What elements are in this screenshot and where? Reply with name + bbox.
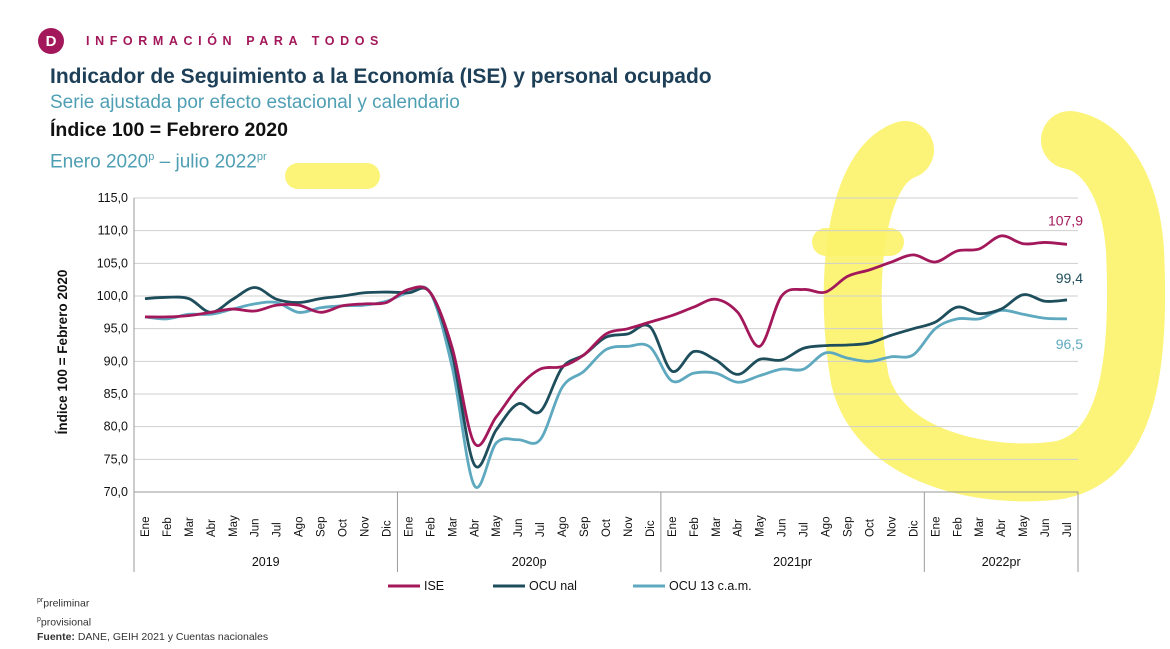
period: Enero 2020p – julio 2022pr	[50, 144, 712, 175]
y-tick-label: 105,0	[97, 256, 128, 270]
x-tick-label: Jul	[1062, 522, 1074, 537]
y-tick-label: 90,0	[104, 354, 128, 368]
x-tick-label: Ene	[930, 517, 942, 537]
x-tick-label: Jul	[799, 522, 811, 537]
end-value-label: 99,4	[1056, 270, 1083, 286]
y-tick-label: 110,0	[98, 224, 128, 238]
x-tick-label: Mar	[974, 517, 986, 537]
year-group-label: 2020p	[512, 555, 547, 569]
period-start: Enero 2020	[50, 151, 149, 173]
x-tick-label: Abr	[469, 519, 481, 537]
x-axis: Ene Feb Mar Abr May Jun Jul Ago Sep Oct Nov Dic Ene F…	[133, 491, 1079, 572]
x-tick-label: Feb	[162, 517, 174, 537]
end-value-label: 107,9	[1048, 212, 1083, 228]
series-line-ocu-nal	[144, 286, 1068, 469]
period-start-sup: p	[148, 151, 155, 163]
x-tick-label: May	[491, 515, 503, 537]
legend-item: ISE	[388, 579, 444, 593]
chart-subtitle: Serie ajustada por efecto estacional y c…	[50, 92, 460, 113]
x-tick-label: Sep	[316, 517, 328, 537]
x-tick-label: Sep	[842, 517, 854, 537]
chart-titles: Indicador de Seguimiento a la Economía (…	[50, 64, 712, 175]
x-tick-label: Feb	[952, 517, 964, 537]
x-tick-label: Ene	[140, 517, 152, 537]
x-tick-label: Feb	[689, 517, 701, 537]
year-group-label: 2019	[252, 555, 280, 569]
x-tick-label: Sep	[579, 517, 591, 537]
y-tick-label: 95,0	[104, 322, 128, 336]
series-line-ocu-13-c-a-m-	[144, 285, 1068, 489]
x-tick-label: Abr	[733, 519, 745, 537]
chart-legend: ISE OCU nal OCU 13 c.a.m.	[388, 579, 752, 593]
chart-series	[144, 234, 1068, 489]
x-tick-label: Ago	[557, 517, 569, 537]
legend-label: OCU 13 c.a.m.	[669, 579, 752, 593]
x-tick-label: Nov	[360, 516, 372, 537]
year-group-label: 2022pr	[982, 555, 1021, 569]
x-tick-label: Jul	[272, 522, 284, 537]
x-tick-label: Dic	[645, 520, 657, 537]
index-base: Índice 100 = Febrero 2020	[50, 119, 288, 141]
highlight-loop	[823, 111, 1166, 502]
y-tick-label: 70,0	[104, 485, 128, 499]
period-end-sup: pr	[256, 151, 267, 163]
note-source: Fuente: DANE, GEIH 2021 y Cuentas nacion…	[37, 631, 269, 643]
x-tick-label: Jun	[250, 518, 262, 537]
x-tick-label: Dic	[381, 520, 393, 537]
x-tick-label: Mar	[184, 517, 196, 537]
period-end: – julio 2022	[154, 151, 257, 173]
x-tick-label: Nov	[886, 516, 898, 537]
legend-label: ISE	[424, 579, 444, 593]
y-tick-label: 75,0	[104, 452, 128, 466]
y-tick-label: 80,0	[104, 420, 128, 434]
x-tick-label: Ago	[294, 517, 306, 537]
x-tick-label: Dic	[908, 520, 920, 537]
y-tick-label: 115,0	[98, 191, 128, 205]
x-tick-label: Ene	[403, 517, 415, 537]
legend-item: OCU nal	[493, 579, 577, 593]
x-tick-label: Jun	[777, 518, 789, 537]
tagline: INFORMACIÓN PARA TODOS	[86, 34, 384, 48]
x-tick-label: Jul	[535, 522, 547, 537]
x-tick-label: Oct	[864, 518, 876, 537]
x-tick-label: May	[755, 515, 767, 537]
end-value-label: 96,5	[1056, 336, 1083, 352]
x-tick-label: Oct	[601, 518, 613, 537]
legend-item: OCU 13 c.a.m.	[633, 579, 752, 593]
x-tick-label: Mar	[711, 517, 723, 537]
legend-label: OCU nal	[529, 579, 577, 593]
note-provisional: pprovisional	[37, 615, 92, 629]
chart-title: Indicador de Seguimiento a la Economía (…	[50, 65, 712, 88]
x-tick-label: Ago	[821, 517, 833, 537]
x-tick-label: May	[1018, 515, 1030, 537]
x-tick-label: Jun	[1040, 518, 1052, 537]
x-tick-label: Jun	[513, 518, 525, 537]
y-tick-label: 85,0	[104, 387, 128, 401]
y-axis-label: Índice 100 = Febrero 2020	[55, 270, 70, 435]
highlight-mark	[285, 163, 380, 189]
x-tick-label: Ene	[667, 517, 679, 537]
highlight-annotation	[812, 111, 1166, 502]
y-tick-label: 100,0	[97, 289, 128, 303]
series-line-ise	[144, 234, 1068, 447]
highlight-mark-small	[812, 228, 904, 256]
footnotes: prpreliminar pprovisional Fuente: DANE, …	[37, 593, 268, 645]
x-tick-label: Feb	[425, 517, 437, 537]
x-tick-label: Abr	[206, 519, 218, 537]
x-tick-label: Abr	[996, 519, 1008, 537]
y-axis: 70,0 75,0 80,0 85,0 90,0 95,0 100,0 105,0 110,0 1…	[97, 191, 128, 499]
x-tick-label: Nov	[623, 516, 635, 537]
x-tick-label: May	[228, 515, 240, 537]
note-preliminar: prpreliminar	[37, 597, 90, 610]
year-group-label: 2021pr	[773, 555, 812, 569]
header: D INFORMACIÓN PARA TODOS	[38, 24, 384, 58]
x-tick-label: Oct	[338, 518, 350, 537]
dane-logo: D	[38, 28, 64, 54]
end-labels: 107,9 99,4 96,5	[1048, 212, 1083, 351]
x-tick-label: Mar	[447, 517, 459, 537]
